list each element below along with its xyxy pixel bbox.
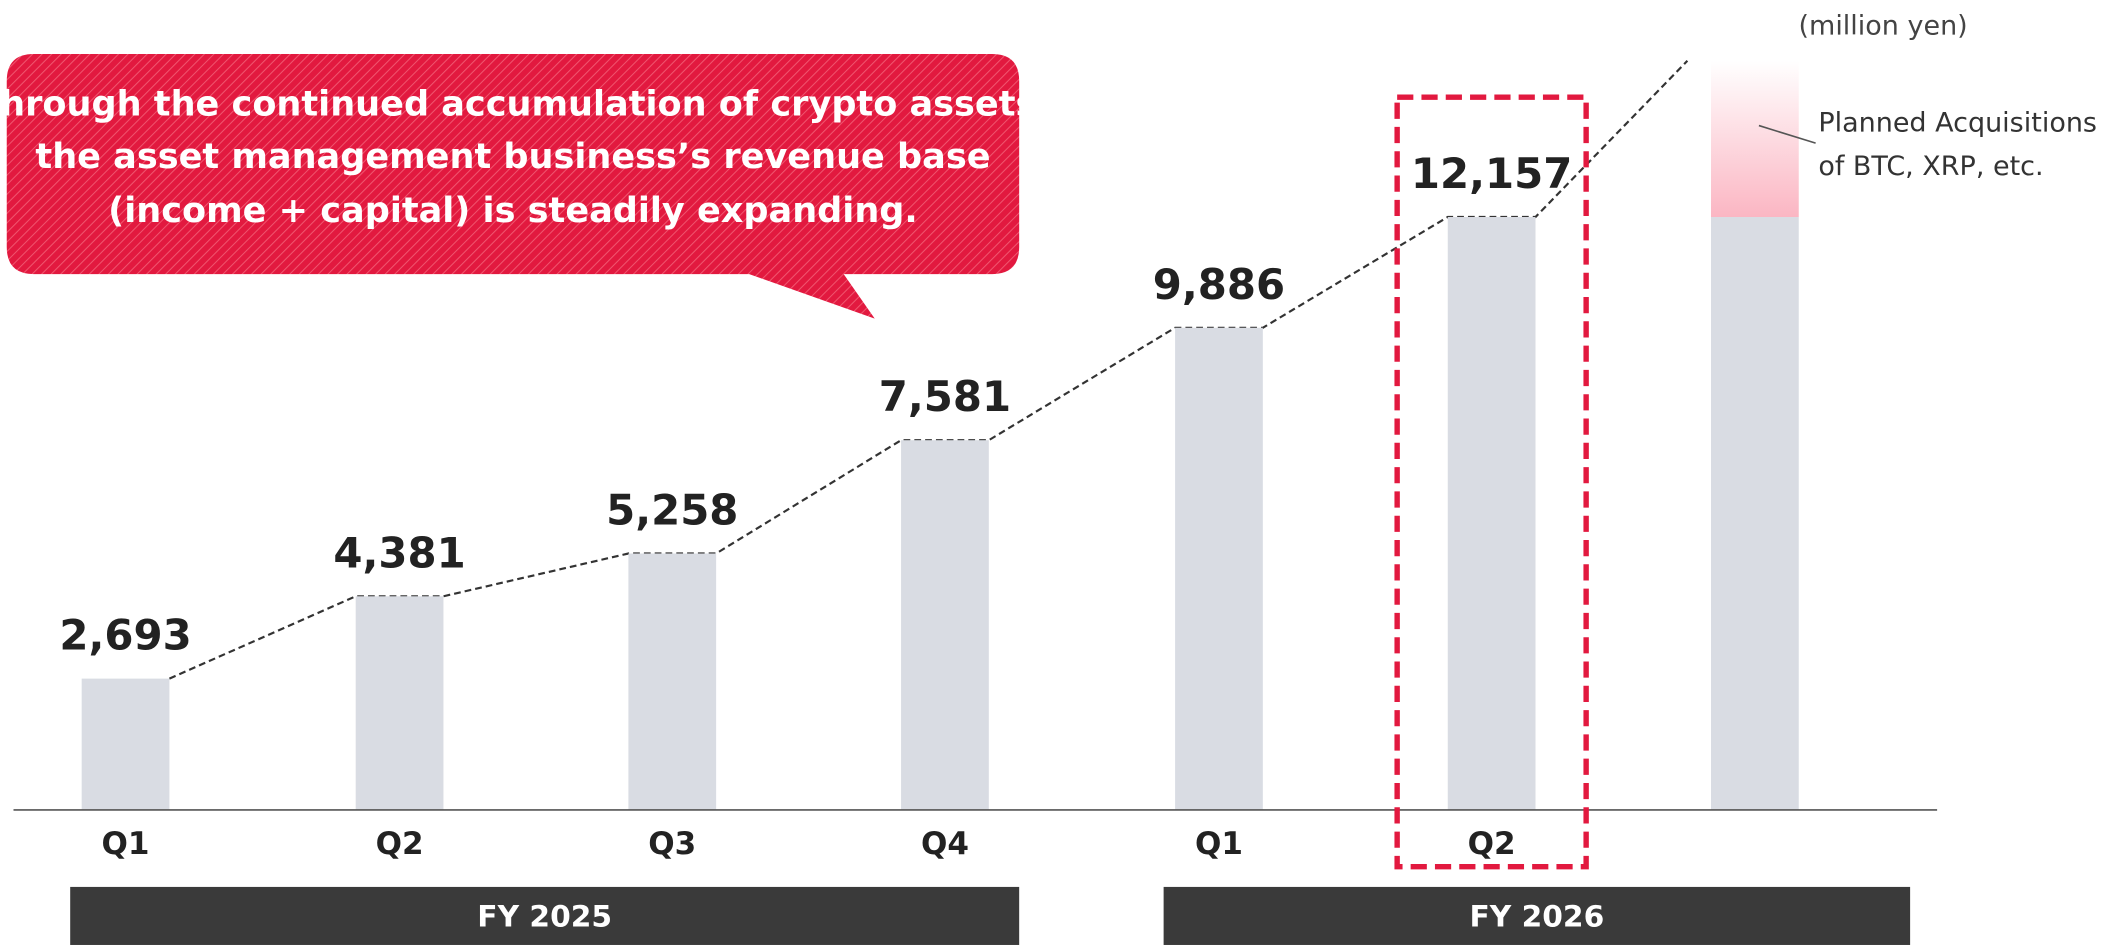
- group-band: [1163, 886, 1911, 945]
- bar: [1711, 217, 1799, 810]
- leader-line: [1758, 124, 1816, 144]
- value-label: 4,381: [333, 528, 465, 577]
- x-tick-label: Q1: [1195, 826, 1243, 862]
- value-label: 9,886: [1153, 260, 1285, 309]
- bar: [355, 596, 444, 810]
- x-tick-label: Q1: [102, 826, 150, 862]
- callout-bubble: [6, 54, 1020, 319]
- value-label: 5,258: [606, 486, 738, 535]
- x-tick-label: Q3: [648, 826, 696, 862]
- bar: [1447, 217, 1536, 810]
- highlight-box: [1394, 94, 1589, 870]
- bar: [628, 553, 717, 810]
- callout-text: Through the continued accumulation of cr…: [0, 83, 1050, 124]
- x-tick-label: Q2: [376, 826, 424, 862]
- x-tick-label: Q4: [921, 826, 969, 862]
- bar: [1175, 327, 1263, 810]
- planned-bar: [1711, 60, 1799, 218]
- callout: Through the continued accumulation of cr…: [0, 54, 1050, 319]
- group-band: [70, 886, 1020, 945]
- callout-text: (income + capital) is steadily expanding…: [108, 190, 918, 231]
- planned-label: Planned Acquisitions: [1818, 108, 2097, 139]
- group-label: FY 2025: [477, 899, 612, 934]
- bar: [901, 440, 989, 810]
- bar: [81, 678, 170, 810]
- value-label: 2,693: [59, 611, 191, 660]
- trend-line: [168, 60, 1689, 680]
- group-label: FY 2026: [1469, 899, 1604, 934]
- unit-label: (million yen): [1799, 11, 1968, 42]
- x-tick-label: Q2: [1468, 826, 1516, 862]
- value-label: 7,581: [879, 372, 1011, 421]
- value-label: 12,157: [1411, 149, 1572, 198]
- callout-text: the asset management business’s revenue …: [35, 136, 990, 177]
- planned-label: of BTC, XRP, etc.: [1818, 151, 2043, 182]
